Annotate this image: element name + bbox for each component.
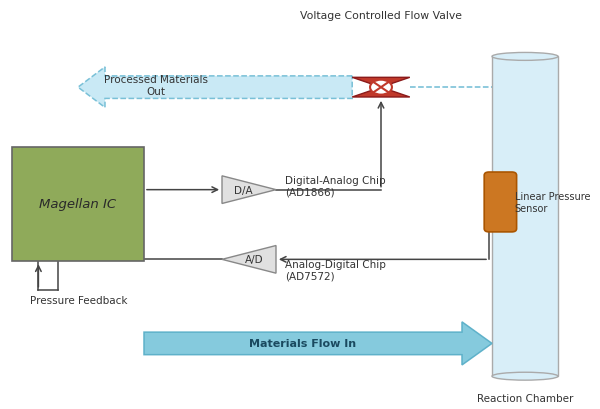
Text: Pressure Feedback: Pressure Feedback bbox=[29, 295, 127, 305]
FancyBboxPatch shape bbox=[492, 57, 558, 376]
FancyBboxPatch shape bbox=[12, 147, 144, 262]
Text: Digital-Analog Chip
(AD1866): Digital-Analog Chip (AD1866) bbox=[285, 175, 386, 197]
Ellipse shape bbox=[492, 372, 558, 380]
Text: Analog-Digital Chip
(AD7572): Analog-Digital Chip (AD7572) bbox=[285, 259, 386, 281]
Text: Linear Pressure
Sensor: Linear Pressure Sensor bbox=[515, 192, 590, 213]
Circle shape bbox=[370, 81, 392, 95]
Polygon shape bbox=[222, 246, 276, 274]
Polygon shape bbox=[78, 67, 352, 108]
Text: Voltage Controlled Flow Valve: Voltage Controlled Flow Valve bbox=[300, 11, 462, 21]
FancyBboxPatch shape bbox=[484, 173, 517, 232]
Text: Magellan IC: Magellan IC bbox=[40, 198, 116, 211]
Polygon shape bbox=[352, 88, 410, 98]
Polygon shape bbox=[144, 322, 492, 365]
Text: A/D: A/D bbox=[245, 255, 264, 265]
Text: Processed Materials
Out: Processed Materials Out bbox=[104, 75, 208, 97]
Polygon shape bbox=[352, 78, 410, 88]
Text: Materials Flow In: Materials Flow In bbox=[250, 339, 356, 348]
Text: Reaction Chamber: Reaction Chamber bbox=[477, 393, 573, 402]
Ellipse shape bbox=[492, 53, 558, 61]
Polygon shape bbox=[222, 176, 276, 204]
Text: D/A: D/A bbox=[234, 185, 253, 195]
